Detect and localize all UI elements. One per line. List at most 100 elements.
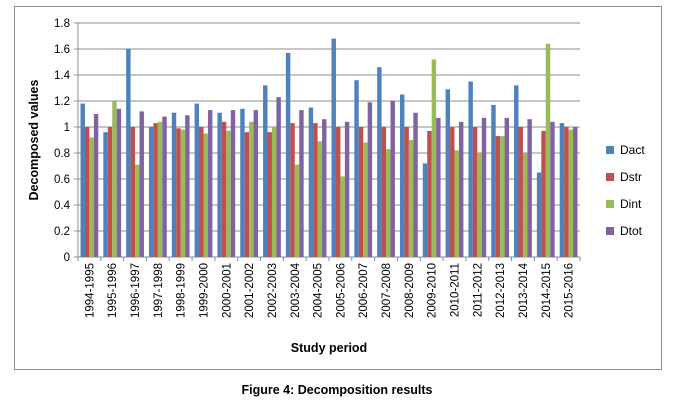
bar-dact xyxy=(80,103,85,257)
x-tick-label: 2001-2002 xyxy=(244,263,256,318)
x-axis-title: Study period xyxy=(291,341,367,355)
bar-dint xyxy=(363,142,368,257)
bar-dact xyxy=(377,67,382,257)
bar-dstr xyxy=(358,127,364,257)
y-tick-label: 1.6 xyxy=(54,44,70,56)
x-tick-label: 2009-2010 xyxy=(427,263,439,318)
bar-dtot xyxy=(458,121,464,257)
bar-dstr xyxy=(495,136,501,257)
bar-dstr xyxy=(176,128,181,257)
bar-dstr xyxy=(450,127,455,257)
legend-swatch-dact xyxy=(606,146,614,154)
bar-dtot xyxy=(344,121,350,257)
bar-dtot xyxy=(230,110,236,257)
bar-dtot xyxy=(276,97,281,257)
y-tick-label: 0.6 xyxy=(54,174,70,186)
bar-dtot xyxy=(527,119,532,257)
y-tick-label: 1 xyxy=(64,122,70,134)
bar-dint xyxy=(454,150,459,257)
bar-dstr xyxy=(130,127,136,257)
y-tick-label: 1.8 xyxy=(54,18,70,30)
bar-dact xyxy=(491,104,496,258)
bar-dint xyxy=(157,121,163,257)
bar-dact xyxy=(468,81,473,257)
bar-dstr xyxy=(427,130,432,257)
legend-label-dstr: Dstr xyxy=(620,170,642,184)
legend-label-dact: Dact xyxy=(620,143,645,157)
bar-dact xyxy=(126,49,131,257)
x-tick-label: 1996-1997 xyxy=(130,263,142,318)
bar-dact xyxy=(240,108,245,257)
bar-dint xyxy=(317,141,323,257)
bar-dstr xyxy=(335,127,341,257)
x-tick-label: 2000-2001 xyxy=(221,263,233,318)
bar-dstr xyxy=(244,132,250,257)
bar-dint xyxy=(249,121,254,257)
bar-dact xyxy=(399,94,405,257)
bar-dint xyxy=(568,129,574,257)
x-tick-label: 2005-2006 xyxy=(335,263,347,318)
bar-dact xyxy=(559,123,565,257)
y-tick-label: 1.4 xyxy=(54,70,71,82)
bar-dact xyxy=(171,112,177,257)
bar-dact xyxy=(514,85,519,258)
bar-dact xyxy=(194,103,200,257)
bar-dint xyxy=(340,176,345,257)
figure-caption: Figure 4: Decomposition results xyxy=(241,383,433,397)
bar-dint xyxy=(89,137,94,257)
bar-dact xyxy=(536,172,542,257)
y-tick-label: 1.2 xyxy=(54,96,70,108)
bar-dint xyxy=(431,59,437,258)
bar-dint xyxy=(545,43,551,257)
x-tick-label: 2003-2004 xyxy=(290,262,302,318)
bar-dtot xyxy=(299,110,304,257)
bar-dint xyxy=(180,129,186,257)
y-axis-title: Decomposed values xyxy=(27,80,41,201)
x-tick-label: 2015-2016 xyxy=(564,263,576,318)
x-tick-label: 1998-1999 xyxy=(176,263,188,318)
bar-dtot xyxy=(413,112,418,257)
bar-dtot xyxy=(550,121,555,257)
bar-dstr xyxy=(290,123,295,257)
bar-dtot xyxy=(436,117,441,258)
bar-dint xyxy=(226,130,231,257)
legend-swatch-dtot xyxy=(606,227,614,235)
bar-dtot xyxy=(390,101,395,257)
bar-dtot xyxy=(367,102,373,257)
bar-dact xyxy=(445,89,451,257)
x-tick-label: 1994-1995 xyxy=(84,263,96,318)
bar-dint xyxy=(112,101,117,257)
x-tick-label: 2002-2003 xyxy=(267,263,279,318)
bar-dact xyxy=(308,107,314,257)
x-tick-label: 2010-2011 xyxy=(450,263,462,317)
bar-dtot xyxy=(185,115,190,257)
bar-dstr xyxy=(404,127,409,257)
bar-dint xyxy=(135,164,140,257)
bar-dact xyxy=(331,38,336,257)
bar-dtot xyxy=(139,111,144,258)
x-tick-label: 2012-2013 xyxy=(495,263,507,318)
bar-dact xyxy=(422,163,428,257)
bar-dact xyxy=(217,112,222,257)
x-tick-label: 2006-2007 xyxy=(358,263,370,318)
bar-dtot xyxy=(93,114,99,257)
x-tick-label: 2004-2005 xyxy=(313,263,325,318)
x-tick-label: 2013-2014 xyxy=(518,262,530,318)
bar-dstr xyxy=(564,127,569,257)
bar-dtot xyxy=(573,127,578,257)
bar-dstr xyxy=(84,127,90,257)
y-tick-label: 0 xyxy=(64,252,70,264)
x-tick-label: 2007-2008 xyxy=(381,263,393,318)
bar-dact xyxy=(103,132,108,257)
legend-label-dtot: Dtot xyxy=(620,224,643,238)
bar-dtot xyxy=(162,116,167,257)
bar-dstr xyxy=(221,121,227,257)
x-tick-label: 1995-1996 xyxy=(107,263,119,318)
bar-dact xyxy=(354,80,359,257)
bar-dact xyxy=(148,127,154,257)
bar-dstr xyxy=(267,132,272,257)
x-tick-label: 1997-1998 xyxy=(153,263,165,318)
bar-dtot xyxy=(504,117,510,258)
bar-dact xyxy=(263,85,268,258)
